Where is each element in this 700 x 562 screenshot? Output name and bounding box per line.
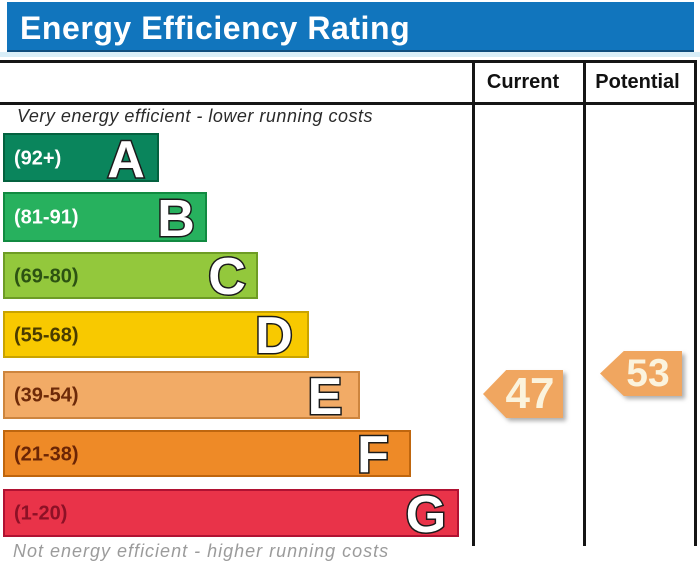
svg-text:D: D [255,307,293,365]
svg-text:F: F [357,426,389,484]
svg-text:B: B [157,190,195,248]
svg-text:G: G [406,486,446,544]
svg-text:C: C [208,248,246,306]
svg-text:E: E [308,368,343,426]
svg-text:A: A [107,131,145,189]
